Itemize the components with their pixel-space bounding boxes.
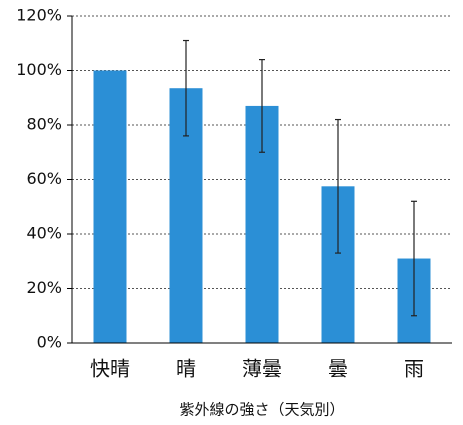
- bar: [93, 70, 127, 343]
- y-tick-label: 20%: [26, 278, 62, 297]
- error-bar: [183, 39, 189, 137]
- y-tick-label: 40%: [26, 224, 62, 243]
- y-tick-label: 60%: [26, 169, 62, 188]
- error-bar: [335, 118, 341, 254]
- x-tick-label: 曇: [328, 357, 348, 381]
- x-tick-label: 薄曇: [242, 357, 282, 381]
- y-tick-label: 80%: [26, 115, 62, 134]
- error-bar: [259, 58, 265, 153]
- x-tick-label: 雨: [404, 357, 424, 381]
- error-bar: [411, 200, 417, 317]
- y-tick-label: 120%: [16, 6, 62, 25]
- y-tick-label: 0%: [37, 333, 62, 352]
- y-tick-label: 100%: [16, 60, 62, 79]
- x-axis-label: 紫外線の強さ（天気別）: [179, 401, 344, 419]
- x-tick-label: 快晴: [90, 357, 130, 381]
- x-tick-label: 晴: [176, 357, 196, 381]
